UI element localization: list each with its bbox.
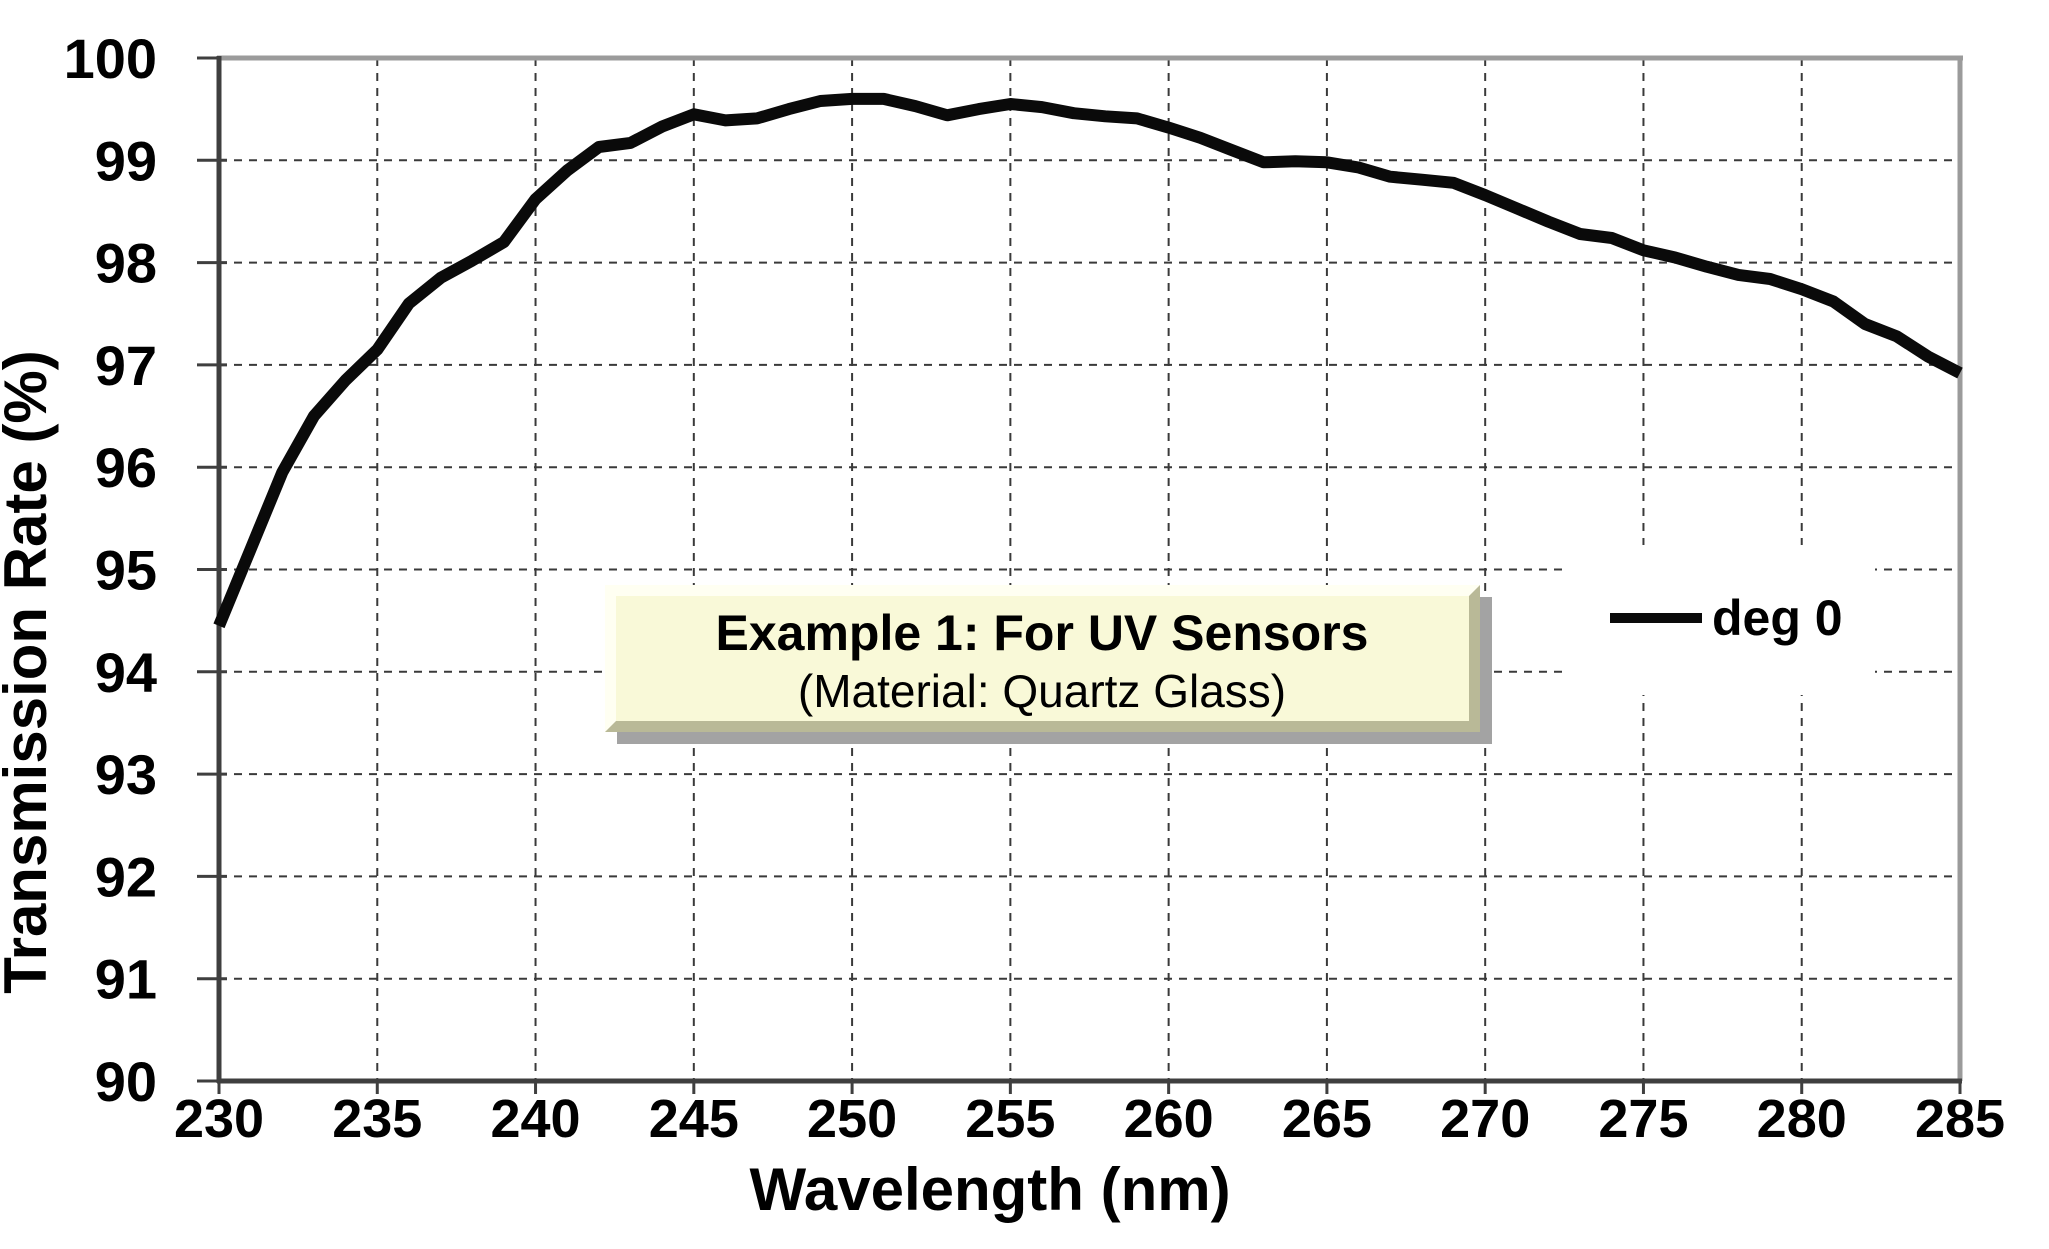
legend: deg 0 — [1563, 545, 1875, 695]
y-axis-title: Transmission Rate (%) — [0, 350, 59, 994]
gridlines — [219, 58, 1960, 1081]
x-tick-label: 270 — [1440, 1089, 1530, 1149]
x-tick-label: 255 — [965, 1089, 1055, 1149]
annotation-title: Example 1: For UV Sensors — [715, 605, 1368, 661]
x-tick-label: 275 — [1598, 1089, 1688, 1149]
x-tick-label: 260 — [1124, 1089, 1214, 1149]
x-tick-label: 265 — [1282, 1089, 1372, 1149]
y-tick-label: 91 — [95, 948, 157, 1011]
y-tick-label: 95 — [95, 539, 157, 602]
x-tick-label: 240 — [490, 1089, 580, 1149]
x-tick-label: 280 — [1757, 1089, 1847, 1149]
annotation-box: Example 1: For UV Sensors (Material: Qua… — [605, 585, 1492, 744]
y-tick-label: 94 — [95, 641, 157, 704]
y-tick-label: 92 — [95, 845, 157, 908]
y-tick-label: 96 — [95, 436, 157, 499]
x-tick-label: 235 — [332, 1089, 422, 1149]
x-tick-label: 245 — [649, 1089, 739, 1149]
plot-frame — [216, 55, 1963, 1084]
tick-labels: 230 235 240 245 250 255 260 265 270 275 280 285 90 91… — [64, 27, 2005, 1149]
y-tick-label: 93 — [95, 743, 157, 806]
series-group — [213, 92, 1963, 629]
y-tick-label: 98 — [95, 232, 157, 295]
annotation-box-face — [616, 596, 1469, 721]
transmission-curve — [213, 92, 1963, 629]
x-tick-label: 250 — [807, 1089, 897, 1149]
y-tick-label: 90 — [95, 1050, 157, 1113]
x-tick-label: 285 — [1915, 1089, 2005, 1149]
y-tick-label: 100 — [64, 27, 157, 90]
legend-label: deg 0 — [1712, 590, 1843, 646]
y-tick-label: 99 — [95, 129, 157, 192]
annotation-subtitle: (Material: Quartz Glass) — [798, 665, 1286, 717]
x-axis-title: Wavelength (nm) — [749, 1156, 1230, 1223]
x-tick-label: 230 — [174, 1089, 264, 1149]
y-tick-label: 97 — [95, 334, 157, 397]
